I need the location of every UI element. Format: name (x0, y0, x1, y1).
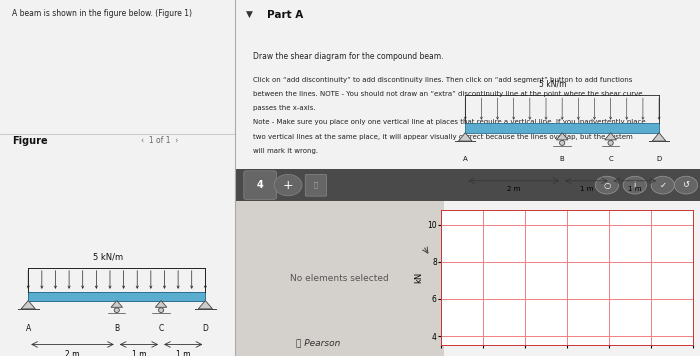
Text: Ⓟ Pearson: Ⓟ Pearson (296, 338, 340, 347)
Text: Figure: Figure (12, 136, 48, 146)
Circle shape (559, 140, 565, 145)
Text: D: D (202, 324, 209, 333)
Text: 1 m: 1 m (132, 350, 146, 356)
Text: will mark it wrong.: will mark it wrong. (253, 148, 318, 154)
Text: Note - Make sure you place only one vertical line at places that require a verti: Note - Make sure you place only one vert… (253, 119, 645, 125)
Bar (28, 292, 205, 300)
Text: C: C (158, 324, 164, 333)
Text: i: i (634, 180, 636, 190)
FancyBboxPatch shape (244, 171, 276, 199)
Text: between the lines. NOTE - You should not draw an “extra” discontinuity line at t: between the lines. NOTE - You should not… (253, 91, 643, 97)
Text: ✓: ✓ (659, 180, 666, 190)
Circle shape (674, 176, 698, 194)
Polygon shape (652, 133, 666, 141)
Text: +: + (283, 179, 293, 192)
Text: 2 m: 2 m (65, 350, 80, 356)
Circle shape (114, 308, 120, 313)
Circle shape (608, 140, 613, 145)
Circle shape (623, 176, 647, 194)
Text: Draw the shear diagram for the compound beam.: Draw the shear diagram for the compound … (253, 52, 444, 61)
Text: A: A (26, 324, 31, 333)
Circle shape (651, 176, 674, 194)
Polygon shape (605, 133, 617, 140)
Text: A: A (463, 156, 468, 162)
Text: 2 m: 2 m (507, 186, 520, 192)
Text: 5 kN/m: 5 kN/m (539, 79, 566, 88)
Text: two vertical lines at the same place, it will appear visually correct because th: two vertical lines at the same place, it… (253, 134, 633, 140)
Text: D: D (657, 156, 661, 162)
Polygon shape (111, 300, 122, 307)
Text: Click on “add discontinuity” to add discontinuity lines. Then click on “add segm: Click on “add discontinuity” to add disc… (253, 77, 633, 83)
Text: 5 kN/m: 5 kN/m (93, 253, 123, 262)
Polygon shape (198, 300, 212, 309)
Text: ⬜: ⬜ (314, 182, 318, 188)
Text: Part A: Part A (267, 10, 303, 20)
Text: No elements selected: No elements selected (290, 274, 389, 283)
Text: ○: ○ (603, 180, 610, 190)
Text: 4: 4 (257, 180, 263, 190)
Text: 1 m: 1 m (176, 350, 190, 356)
Text: 1 m: 1 m (628, 186, 642, 192)
Text: ▼: ▼ (246, 10, 253, 19)
Circle shape (274, 174, 302, 196)
Text: C: C (608, 156, 613, 162)
Text: ‹  1 of 1  ›: ‹ 1 of 1 › (141, 136, 178, 145)
Text: passes the x-axis.: passes the x-axis. (253, 105, 316, 111)
Text: ↺: ↺ (682, 180, 690, 190)
Circle shape (595, 176, 619, 194)
Text: B: B (114, 324, 119, 333)
Bar (234, 201, 444, 356)
Bar (234, 169, 700, 201)
Polygon shape (21, 300, 35, 309)
Polygon shape (458, 133, 472, 141)
Text: B: B (560, 156, 564, 162)
Y-axis label: kN: kN (414, 272, 423, 283)
Circle shape (158, 308, 164, 313)
Text: A beam is shown in the figure below. (Figure 1): A beam is shown in the figure below. (Fi… (12, 9, 192, 18)
Bar (466, 123, 659, 133)
FancyBboxPatch shape (305, 174, 327, 196)
Polygon shape (556, 133, 568, 140)
Text: 1 m: 1 m (580, 186, 593, 192)
Polygon shape (155, 300, 167, 307)
